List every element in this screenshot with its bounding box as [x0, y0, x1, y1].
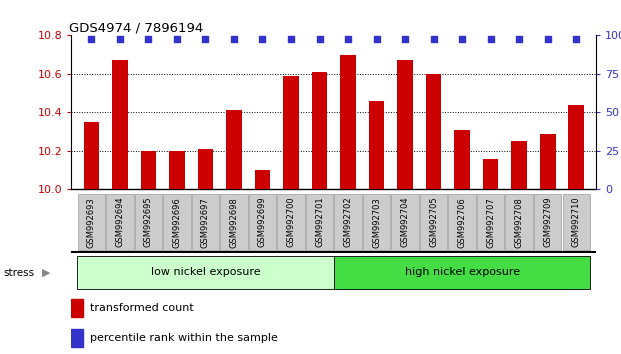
FancyBboxPatch shape	[505, 194, 533, 250]
Bar	[426, 74, 442, 189]
Point	[514, 36, 524, 42]
Text: GSM992707: GSM992707	[486, 197, 495, 247]
FancyBboxPatch shape	[163, 194, 191, 250]
Bar	[169, 151, 185, 189]
FancyBboxPatch shape	[306, 194, 333, 250]
Point	[86, 36, 96, 42]
Text: GSM992710: GSM992710	[572, 197, 581, 247]
Text: GSM992705: GSM992705	[429, 197, 438, 247]
Bar	[71, 299, 83, 317]
Point	[229, 36, 239, 42]
Point	[258, 36, 268, 42]
Text: GSM992700: GSM992700	[286, 197, 296, 247]
Bar	[397, 61, 413, 189]
Text: GSM992706: GSM992706	[458, 197, 466, 247]
FancyBboxPatch shape	[420, 194, 447, 250]
FancyBboxPatch shape	[135, 194, 162, 250]
Text: percentile rank within the sample: percentile rank within the sample	[90, 333, 278, 343]
Bar	[312, 72, 327, 189]
Text: GSM992708: GSM992708	[515, 197, 524, 247]
Text: GSM992704: GSM992704	[401, 197, 410, 247]
Bar	[340, 55, 356, 189]
Bar	[255, 170, 270, 189]
Point	[400, 36, 410, 42]
Point	[172, 36, 182, 42]
FancyBboxPatch shape	[278, 194, 305, 250]
Text: GSM992699: GSM992699	[258, 197, 267, 247]
Text: stress: stress	[3, 268, 34, 278]
Point	[343, 36, 353, 42]
Text: GSM992698: GSM992698	[230, 197, 238, 247]
Bar	[455, 130, 470, 189]
Bar	[511, 141, 527, 189]
Text: GSM992702: GSM992702	[343, 197, 353, 247]
Text: GSM992697: GSM992697	[201, 197, 210, 247]
Point	[486, 36, 496, 42]
Point	[286, 36, 296, 42]
Bar	[84, 122, 99, 189]
Bar	[540, 133, 556, 189]
Text: high nickel exposure: high nickel exposure	[404, 267, 520, 277]
FancyBboxPatch shape	[220, 194, 248, 250]
FancyBboxPatch shape	[448, 194, 476, 250]
FancyBboxPatch shape	[534, 194, 561, 250]
Bar	[283, 76, 299, 189]
Bar	[568, 105, 584, 189]
Text: low nickel exposure: low nickel exposure	[151, 267, 260, 277]
Bar	[483, 159, 499, 189]
Point	[115, 36, 125, 42]
Point	[201, 36, 211, 42]
Text: GSM992701: GSM992701	[315, 197, 324, 247]
Text: GDS4974 / 7896194: GDS4974 / 7896194	[69, 21, 203, 34]
Text: GSM992696: GSM992696	[173, 197, 181, 247]
FancyBboxPatch shape	[77, 256, 334, 289]
Bar	[140, 151, 156, 189]
Text: GSM992703: GSM992703	[372, 197, 381, 247]
Bar	[112, 61, 128, 189]
FancyBboxPatch shape	[363, 194, 390, 250]
FancyBboxPatch shape	[477, 194, 504, 250]
FancyBboxPatch shape	[249, 194, 276, 250]
Text: GSM992695: GSM992695	[144, 197, 153, 247]
Point	[428, 36, 438, 42]
Point	[457, 36, 467, 42]
Bar	[226, 110, 242, 189]
Point	[543, 36, 553, 42]
FancyBboxPatch shape	[563, 194, 590, 250]
Bar	[369, 101, 384, 189]
FancyBboxPatch shape	[78, 194, 105, 250]
FancyBboxPatch shape	[334, 194, 362, 250]
Point	[143, 36, 153, 42]
Bar	[197, 149, 213, 189]
FancyBboxPatch shape	[334, 256, 591, 289]
Text: transformed count: transformed count	[90, 303, 194, 313]
Point	[571, 36, 581, 42]
Point	[371, 36, 381, 42]
Bar	[71, 329, 83, 347]
FancyBboxPatch shape	[391, 194, 419, 250]
Point	[315, 36, 325, 42]
Text: GSM992709: GSM992709	[543, 197, 552, 247]
Text: GSM992693: GSM992693	[87, 197, 96, 247]
Text: GSM992694: GSM992694	[116, 197, 124, 247]
Text: ▶: ▶	[42, 268, 51, 278]
FancyBboxPatch shape	[106, 194, 134, 250]
FancyBboxPatch shape	[192, 194, 219, 250]
